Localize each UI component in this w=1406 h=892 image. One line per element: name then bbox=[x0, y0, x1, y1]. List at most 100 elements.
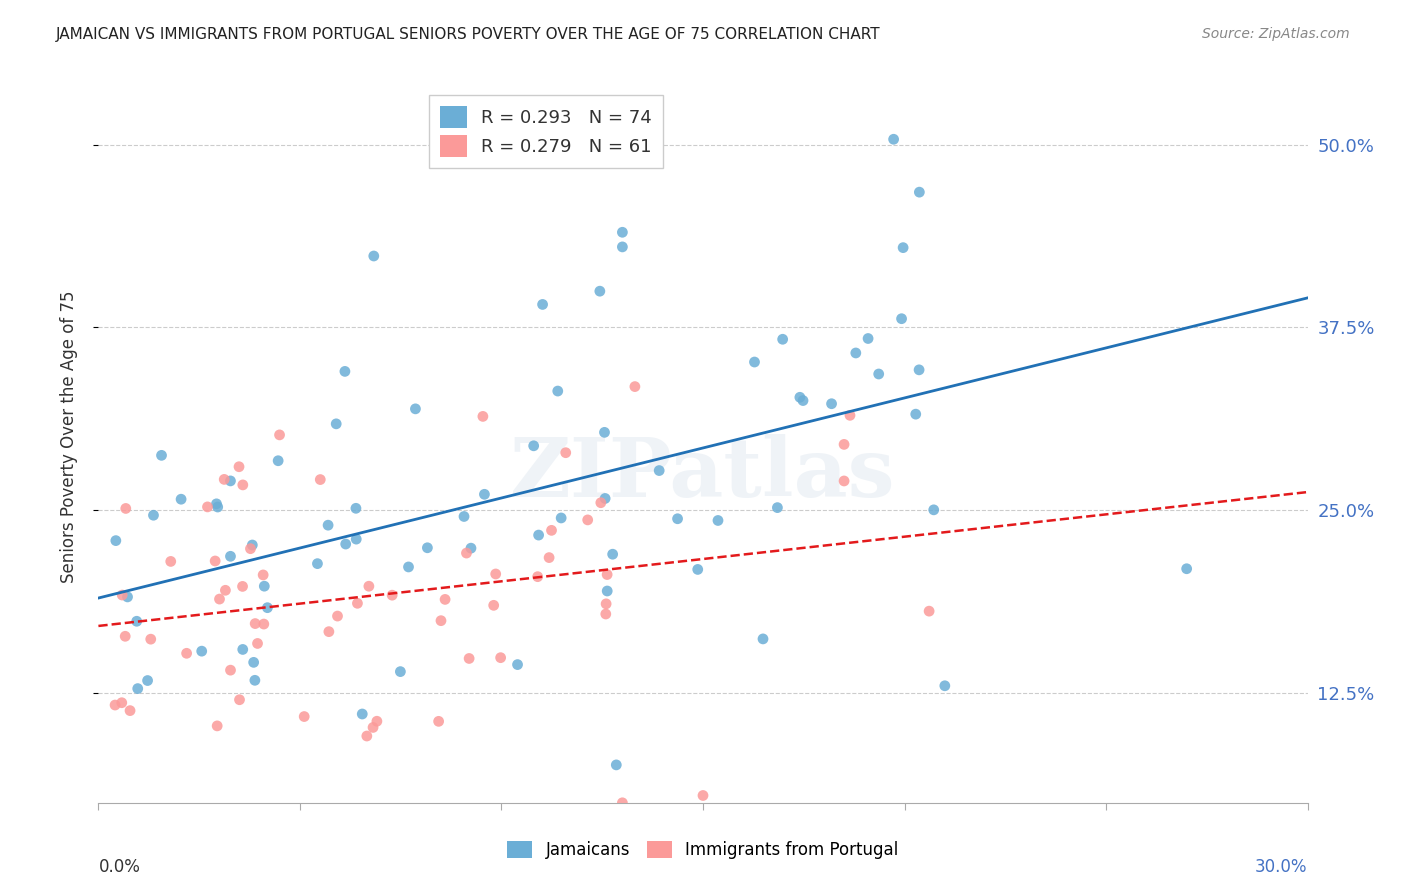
Immigrants from Portugal bbox=[104, 698, 127, 712]
Jamaicans bbox=[752, 632, 775, 646]
Jamaicans bbox=[207, 500, 229, 514]
Jamaicans bbox=[1175, 562, 1198, 576]
Jamaicans bbox=[744, 355, 766, 369]
Immigrants from Portugal bbox=[381, 588, 404, 602]
Jamaicans bbox=[190, 644, 212, 658]
Jamaicans bbox=[474, 487, 496, 501]
Immigrants from Portugal bbox=[252, 568, 274, 582]
Immigrants from Portugal bbox=[197, 500, 219, 514]
Immigrants from Portugal bbox=[538, 550, 561, 565]
Jamaicans bbox=[363, 249, 385, 263]
Jamaicans bbox=[256, 600, 278, 615]
Immigrants from Portugal bbox=[253, 617, 276, 632]
Legend: Jamaicans, Immigrants from Portugal: Jamaicans, Immigrants from Portugal bbox=[501, 834, 905, 866]
Immigrants from Portugal bbox=[232, 579, 254, 593]
Jamaicans bbox=[150, 448, 173, 462]
Jamaicans bbox=[205, 497, 228, 511]
Immigrants from Portugal bbox=[243, 616, 266, 631]
Immigrants from Portugal bbox=[832, 437, 855, 451]
Immigrants from Portugal bbox=[692, 789, 714, 803]
Jamaicans bbox=[686, 562, 709, 576]
Jamaicans bbox=[267, 454, 290, 468]
Jamaicans bbox=[547, 384, 569, 398]
Jamaicans bbox=[404, 401, 426, 416]
Jamaicans bbox=[307, 557, 329, 571]
Immigrants from Portugal bbox=[456, 546, 478, 560]
Jamaicans bbox=[506, 657, 529, 672]
Immigrants from Portugal bbox=[269, 428, 291, 442]
Immigrants from Portugal bbox=[918, 604, 941, 618]
Jamaicans bbox=[531, 297, 554, 311]
Text: 30.0%: 30.0% bbox=[1256, 858, 1308, 876]
Immigrants from Portugal bbox=[219, 663, 242, 677]
Immigrants from Portugal bbox=[526, 569, 548, 583]
Jamaicans bbox=[325, 417, 347, 431]
Immigrants from Portugal bbox=[246, 636, 269, 650]
Immigrants from Portugal bbox=[489, 650, 512, 665]
Immigrants from Portugal bbox=[232, 478, 254, 492]
Immigrants from Portugal bbox=[554, 446, 576, 460]
Immigrants from Portugal bbox=[204, 554, 226, 568]
Jamaicans bbox=[890, 311, 912, 326]
Jamaicans bbox=[253, 579, 276, 593]
Jamaicans bbox=[416, 541, 439, 555]
Jamaicans bbox=[596, 584, 619, 599]
Immigrants from Portugal bbox=[485, 566, 508, 581]
Immigrants from Portugal bbox=[434, 592, 457, 607]
Text: Source: ZipAtlas.com: Source: ZipAtlas.com bbox=[1202, 27, 1350, 41]
Jamaicans bbox=[460, 541, 482, 556]
Immigrants from Portugal bbox=[309, 473, 332, 487]
Jamaicans bbox=[648, 464, 671, 478]
Jamaicans bbox=[344, 532, 367, 546]
Jamaicans bbox=[602, 547, 624, 561]
Immigrants from Portugal bbox=[111, 696, 134, 710]
Jamaicans bbox=[550, 511, 572, 525]
Immigrants from Portugal bbox=[205, 719, 228, 733]
Immigrants from Portugal bbox=[430, 614, 453, 628]
Jamaicans bbox=[593, 491, 616, 506]
Jamaicans bbox=[104, 533, 127, 548]
Immigrants from Portugal bbox=[471, 409, 494, 424]
Jamaicans bbox=[593, 425, 616, 440]
Y-axis label: Seniors Poverty Over the Age of 75: Seniors Poverty Over the Age of 75 bbox=[59, 291, 77, 583]
Immigrants from Portugal bbox=[139, 632, 162, 647]
Jamaicans bbox=[527, 528, 550, 542]
Jamaicans bbox=[772, 332, 794, 346]
Jamaicans bbox=[612, 225, 634, 239]
Immigrants from Portugal bbox=[214, 583, 236, 598]
Jamaicans bbox=[707, 513, 730, 527]
Jamaicans bbox=[891, 241, 914, 255]
Legend: R = 0.293   N = 74, R = 0.279   N = 61: R = 0.293 N = 74, R = 0.279 N = 61 bbox=[429, 95, 662, 168]
Immigrants from Portugal bbox=[361, 721, 384, 735]
Jamaicans bbox=[240, 538, 263, 552]
Text: JAMAICAN VS IMMIGRANTS FROM PORTUGAL SENIORS POVERTY OVER THE AGE OF 75 CORRELAT: JAMAICAN VS IMMIGRANTS FROM PORTUGAL SEN… bbox=[56, 27, 882, 42]
Immigrants from Portugal bbox=[356, 729, 378, 743]
Jamaicans bbox=[789, 390, 811, 404]
Jamaicans bbox=[162, 833, 184, 847]
Jamaicans bbox=[453, 509, 475, 524]
Immigrants from Portugal bbox=[118, 704, 141, 718]
Immigrants from Portugal bbox=[612, 796, 634, 810]
Immigrants from Portugal bbox=[212, 472, 235, 486]
Jamaicans bbox=[335, 537, 357, 551]
Immigrants from Portugal bbox=[576, 513, 599, 527]
Jamaicans bbox=[883, 132, 905, 146]
Jamaicans bbox=[219, 549, 242, 564]
Jamaicans bbox=[908, 363, 931, 377]
Immigrants from Portugal bbox=[366, 714, 388, 729]
Jamaicans bbox=[398, 560, 420, 574]
Immigrants from Portugal bbox=[111, 588, 134, 602]
Immigrants from Portugal bbox=[239, 541, 262, 556]
Immigrants from Portugal bbox=[624, 379, 647, 393]
Jamaicans bbox=[820, 397, 842, 411]
Immigrants from Portugal bbox=[318, 624, 340, 639]
Immigrants from Portugal bbox=[208, 592, 231, 607]
Immigrants from Portugal bbox=[482, 599, 505, 613]
Jamaicans bbox=[908, 185, 931, 199]
Immigrants from Portugal bbox=[427, 714, 450, 729]
Immigrants from Portugal bbox=[595, 607, 617, 621]
Immigrants from Portugal bbox=[346, 596, 368, 610]
Text: ZIPatlas: ZIPatlas bbox=[510, 434, 896, 514]
Immigrants from Portugal bbox=[357, 579, 380, 593]
Immigrants from Portugal bbox=[458, 651, 481, 665]
